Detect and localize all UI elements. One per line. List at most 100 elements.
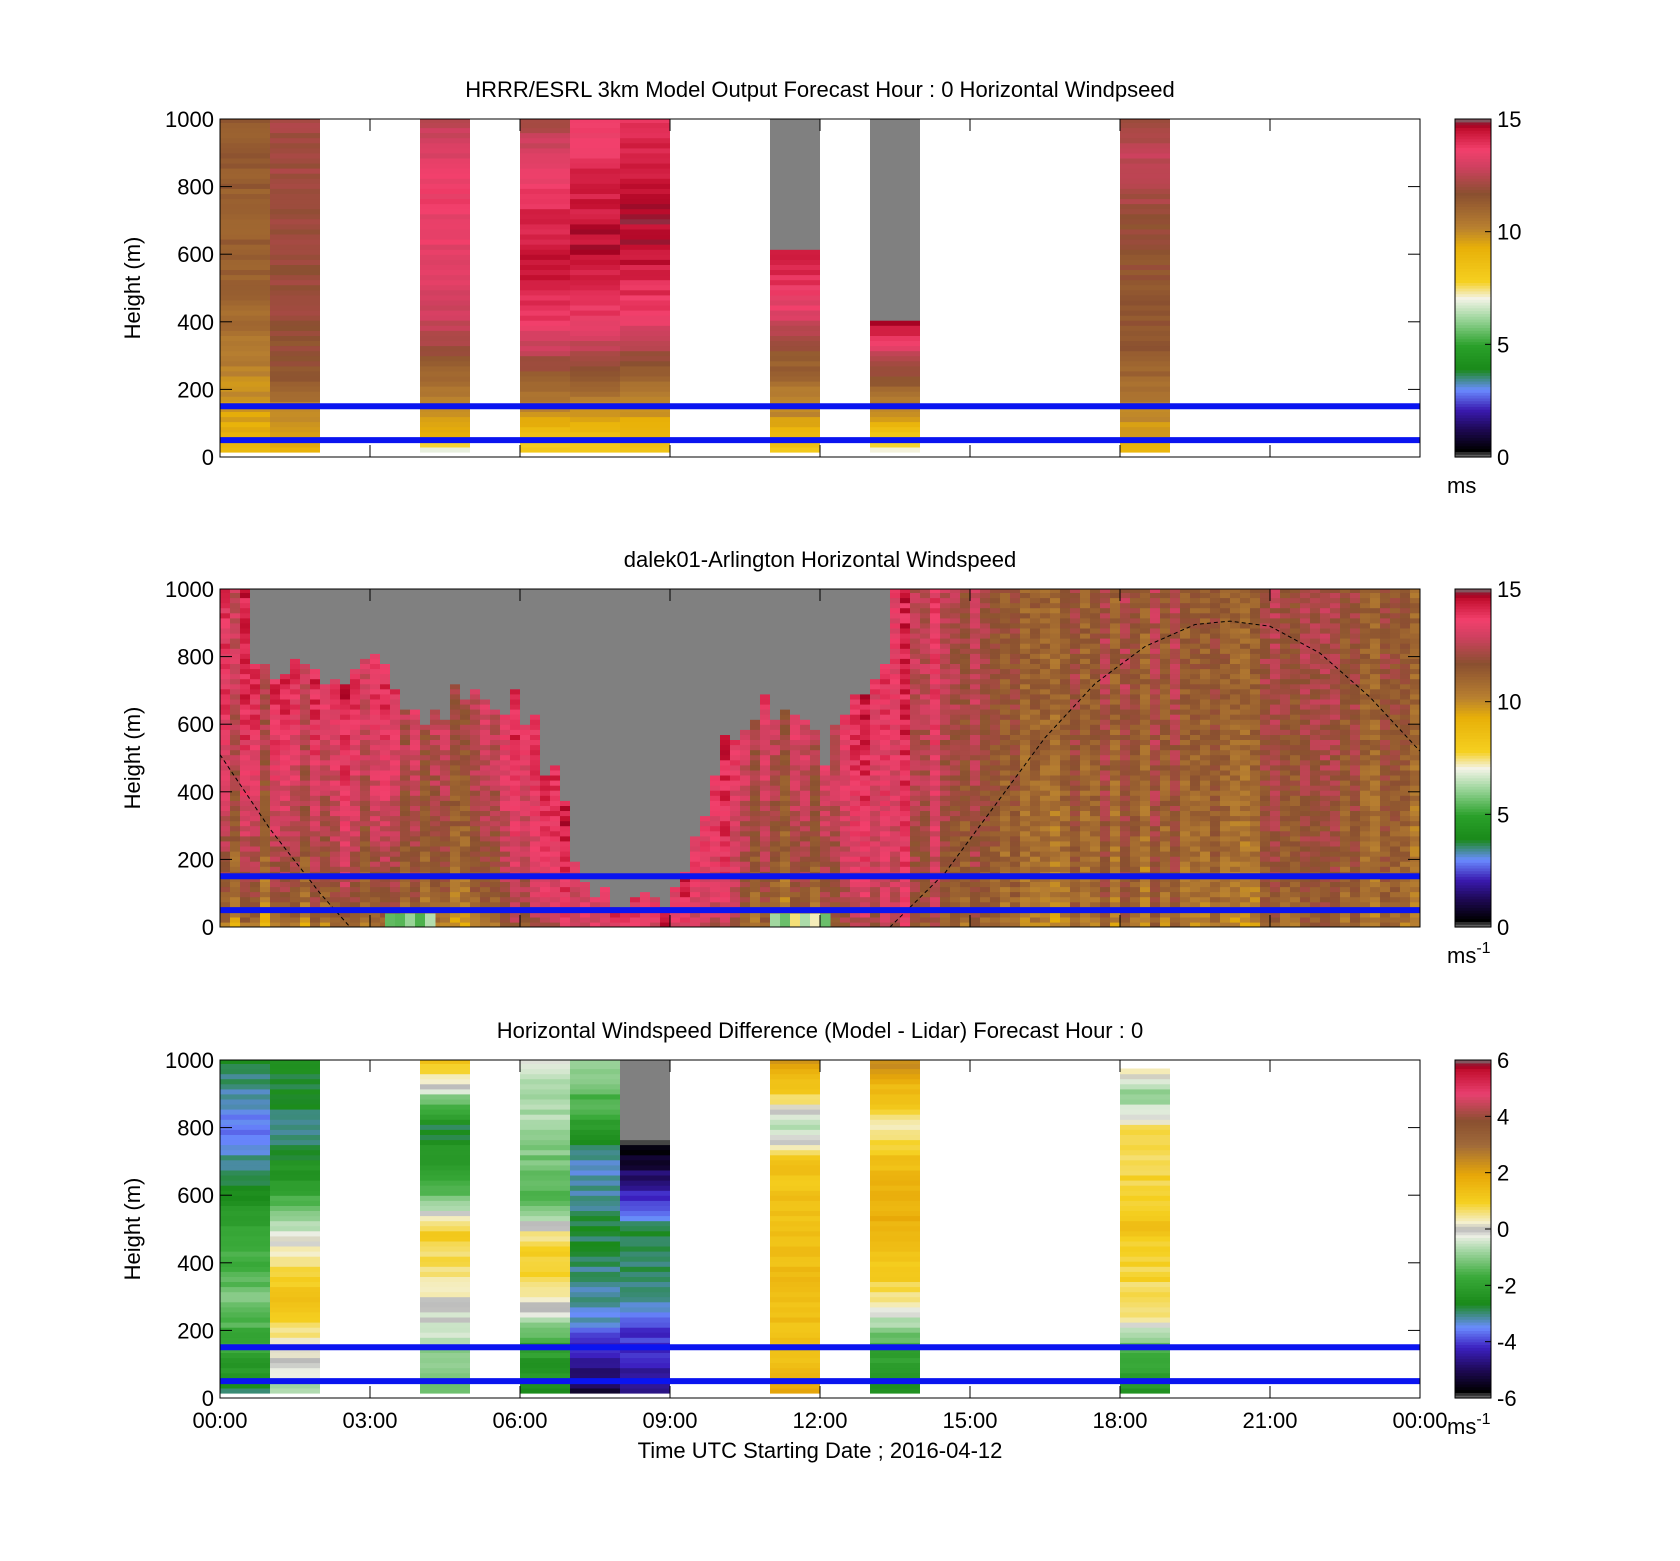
heatmap-cell — [720, 800, 731, 806]
heatmap-cell — [540, 643, 551, 649]
heatmap-cell — [340, 709, 351, 715]
heatmap-cell — [470, 673, 481, 680]
heatmap-cell — [280, 790, 291, 796]
heatmap-cell — [660, 820, 671, 827]
heatmap-cell — [560, 911, 571, 918]
heatmap-cell — [440, 602, 451, 609]
heatmap-cell — [700, 921, 711, 927]
heatmap-cell — [380, 734, 391, 740]
heatmap-cell — [420, 795, 431, 801]
heatmap-cell — [260, 648, 271, 654]
heatmap-cell — [570, 815, 581, 822]
heatmap-cell — [590, 810, 601, 817]
heatmap-cell — [410, 653, 421, 659]
heatmap-cell — [620, 602, 631, 609]
heatmap-cell — [550, 881, 561, 888]
heatmap-cell — [560, 881, 571, 888]
heatmap-cell — [400, 648, 411, 654]
heatmap-cell — [810, 653, 821, 659]
heatmap-cell — [1120, 431, 1170, 438]
heatmap-cell — [790, 825, 801, 832]
heatmap-cell — [770, 790, 781, 796]
heatmap-cell — [620, 396, 670, 402]
heatmap-cell — [700, 627, 711, 634]
heatmap-cell — [800, 658, 811, 664]
heatmap-cell — [480, 653, 491, 659]
heatmap-cell — [470, 896, 481, 903]
heatmap-cell — [250, 658, 261, 664]
colorbar-segment — [1455, 251, 1491, 255]
heatmap-cell — [650, 774, 661, 781]
heatmap-cell — [770, 193, 820, 200]
heatmap-cell — [490, 648, 501, 654]
heatmap-cell — [760, 597, 771, 604]
heatmap-cell — [430, 653, 441, 659]
heatmap-cell — [260, 896, 271, 903]
heatmap-cell — [570, 719, 581, 725]
heatmap-cell — [390, 693, 401, 700]
heatmap-cell — [260, 795, 271, 801]
heatmap-cell — [640, 769, 651, 776]
heatmap-cell — [360, 835, 371, 842]
heatmap-cell — [530, 774, 541, 781]
heatmap-cell — [250, 774, 261, 781]
heatmap-cell — [250, 825, 261, 832]
heatmap-cell — [500, 764, 511, 771]
heatmap-cell — [550, 886, 561, 893]
heatmap-cell — [380, 638, 391, 644]
heatmap-cell — [540, 617, 551, 624]
colorbar-tick-label: 5 — [1497, 332, 1509, 357]
heatmap-cell — [580, 627, 591, 634]
heatmap-cell — [620, 901, 631, 908]
heatmap-cell — [600, 769, 611, 776]
heatmap-cell — [350, 592, 361, 599]
heatmap-cell — [450, 835, 461, 842]
heatmap-cell — [780, 734, 791, 740]
heatmap-cell — [680, 845, 691, 852]
heatmap-cell — [230, 764, 241, 771]
heatmap-cell — [220, 780, 231, 786]
colorbar-segment — [1455, 364, 1491, 368]
heatmap-cell — [420, 132, 470, 139]
heatmap-cell — [690, 795, 701, 801]
heatmap-cell — [660, 851, 671, 857]
heatmap-cell — [570, 734, 581, 740]
heatmap-cell — [1120, 239, 1170, 245]
heatmap-cell — [410, 881, 421, 888]
heatmap-cell — [480, 638, 491, 644]
heatmap-cell — [370, 845, 381, 852]
heatmap-cell — [270, 921, 281, 927]
heatmap-cell — [320, 622, 331, 629]
heatmap-cell — [650, 881, 661, 888]
heatmap-cell — [490, 861, 501, 867]
heatmap-cell — [780, 714, 791, 720]
heatmap-cell — [360, 780, 371, 786]
heatmap-cell — [650, 780, 661, 786]
heatmap-cell — [660, 896, 671, 903]
heatmap-cell — [1120, 142, 1170, 149]
heatmap-cell — [250, 851, 261, 857]
heatmap-cell — [720, 592, 731, 599]
heatmap-cell — [730, 653, 741, 659]
heatmap-cell — [420, 638, 431, 644]
heatmap-cell — [560, 617, 571, 624]
heatmap-cell — [380, 673, 391, 680]
heatmap-cell — [550, 744, 561, 751]
heatmap-cell — [520, 749, 531, 756]
heatmap-cell — [550, 800, 561, 806]
heatmap-cell — [370, 653, 381, 659]
colorbar-segment — [1455, 144, 1491, 148]
heatmap-cell — [760, 673, 771, 680]
heatmap-cell — [360, 673, 371, 680]
heatmap-cell — [780, 896, 791, 903]
heatmap-cell — [540, 698, 551, 705]
heatmap-cell — [780, 886, 791, 893]
heatmap-cell — [700, 678, 711, 685]
heatmap-cell — [500, 769, 511, 776]
heatmap-cell — [770, 299, 820, 306]
heatmap-cell — [220, 632, 231, 639]
heatmap-cell — [510, 840, 521, 847]
heatmap-cell — [720, 780, 731, 786]
heatmap-cell — [770, 602, 781, 609]
heatmap-cell — [750, 693, 761, 700]
